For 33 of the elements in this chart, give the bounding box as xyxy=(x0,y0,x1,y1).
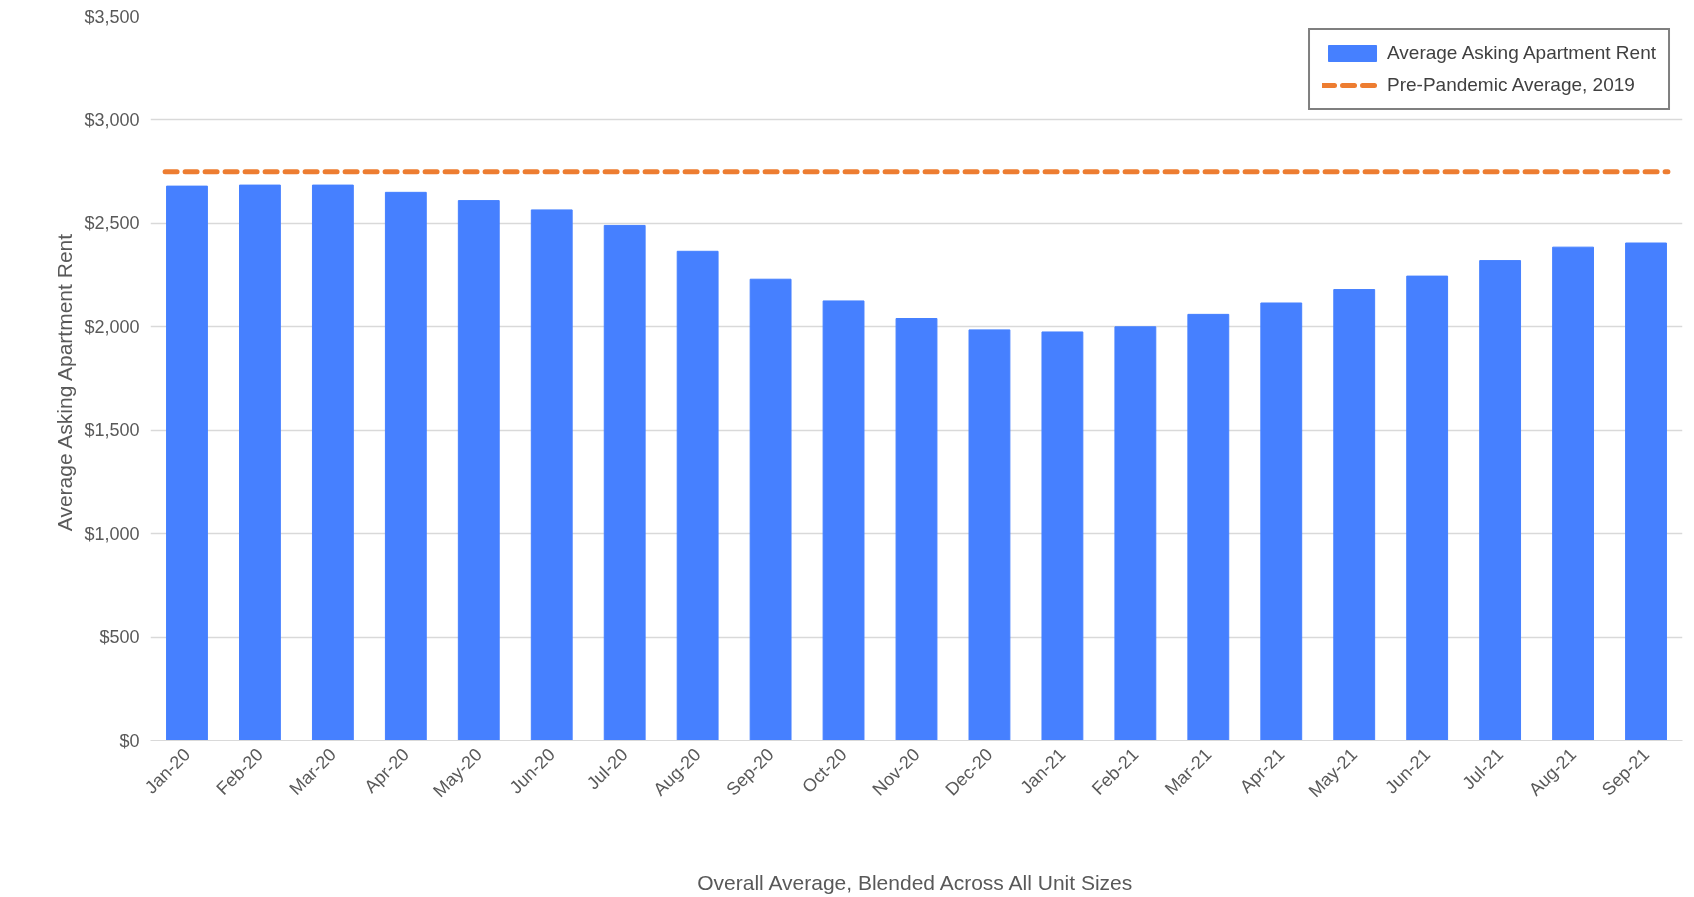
y-tick-label: $2,000 xyxy=(84,316,140,337)
legend-label: Pre-Pandemic Average, 2019 xyxy=(1387,74,1635,96)
bar xyxy=(1625,242,1667,741)
x-axis-title: Overall Average, Blended Across All Unit Sizes xyxy=(697,871,1133,895)
bar xyxy=(968,329,1011,741)
bar xyxy=(676,250,719,741)
y-tick-label: $1,500 xyxy=(84,420,140,441)
legend-label: Average Asking Apartment Rent xyxy=(1387,42,1656,64)
bar xyxy=(1114,326,1157,741)
y-tick-label: $500 xyxy=(99,627,140,648)
y-tick-label: $0 xyxy=(119,730,140,751)
bar xyxy=(1041,331,1084,741)
bar xyxy=(311,184,354,741)
bar xyxy=(822,300,865,741)
bar xyxy=(1333,289,1376,741)
y-tick-label: $1,000 xyxy=(84,523,140,544)
bar xyxy=(1260,302,1303,741)
bar xyxy=(603,224,646,741)
bar xyxy=(1552,246,1594,741)
y-tick-label: $3,000 xyxy=(84,109,140,130)
bar xyxy=(1479,260,1522,741)
bar xyxy=(895,318,938,741)
y-axis-title: Average Asking Apartment Rent xyxy=(53,233,77,532)
bar xyxy=(1406,275,1449,741)
bar xyxy=(384,191,427,741)
bar xyxy=(749,278,792,741)
bar xyxy=(530,209,573,741)
bar xyxy=(239,184,281,741)
y-tick-label: $3,500 xyxy=(84,6,140,27)
bar xyxy=(457,200,500,741)
bar xyxy=(166,185,208,741)
y-tick-label: $2,500 xyxy=(84,213,140,234)
bar xyxy=(1187,313,1230,741)
